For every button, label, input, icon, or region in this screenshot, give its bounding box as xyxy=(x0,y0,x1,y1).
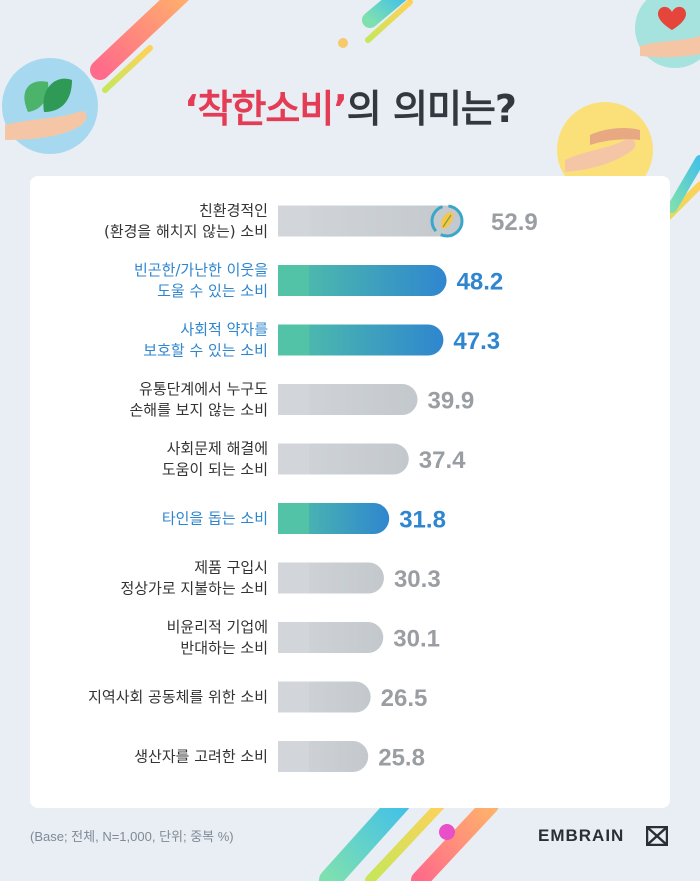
footer-note: (Base; 전체, N=1,000, 단위; 중복 %) xyxy=(30,829,234,844)
value-label: 39.9 xyxy=(428,388,475,415)
category-label: 유통단계에서 누구도 손해를 보지 않는 소비 xyxy=(129,380,268,419)
bar xyxy=(278,384,418,415)
brand-mark-icon xyxy=(646,826,668,846)
bar-left-edge xyxy=(278,503,309,534)
brand-logo-text: EMBRAIN xyxy=(538,826,625,845)
bar-left-edge xyxy=(278,622,309,653)
category-label: 생산자를 고려한 소비 xyxy=(134,748,268,766)
value-label: 30.1 xyxy=(393,626,440,653)
bar xyxy=(278,443,409,475)
title-rest: 의 의미는? xyxy=(346,87,517,131)
category-label: 타인을 돕는 소비 xyxy=(162,510,268,528)
value-label: 47.3 xyxy=(453,328,500,355)
value-label: 26.5 xyxy=(381,685,428,712)
category-label: 사회문제 해결에 도움이 되는 소비 xyxy=(162,440,268,479)
category-label: 제품 구입시 정상가로 지불하는 소비 xyxy=(120,559,268,598)
bar xyxy=(278,324,444,356)
value-label: 31.8 xyxy=(399,507,446,534)
category-label: 빈곤한/가난한 이웃을 도울 수 있는 소비 xyxy=(134,261,268,300)
category-label: 친환경적인 (환경을 해치지 않는) 소비 xyxy=(104,202,268,241)
recycle-leaf-icon xyxy=(430,204,464,238)
page-title: ‘착한소비’의 의미는? xyxy=(0,78,700,133)
title-highlight: 착한소비 xyxy=(197,87,335,131)
category-label: 비윤리적 기업에 반대하는 소비 xyxy=(167,618,268,657)
bar-left-edge xyxy=(278,681,309,713)
value-label: 48.2 xyxy=(457,269,504,296)
bar xyxy=(278,265,447,296)
value-label: 25.8 xyxy=(378,745,425,772)
bar-left-edge xyxy=(278,324,309,356)
category-label: 사회적 약자를 보호할 수 있는 소비 xyxy=(143,321,268,360)
category-label: 지역사회 공동체를 위한 소비 xyxy=(88,688,268,706)
bar-left-edge xyxy=(278,205,309,237)
bar-left-edge xyxy=(278,443,309,475)
chart-card: 친환경적인 (환경을 해치지 않는) 소비 52.9 빈곤한/가난한 이웃을 도울 수 … xyxy=(30,176,670,808)
title-open-quote: ‘ xyxy=(184,87,198,131)
value-label: 30.3 xyxy=(394,566,441,593)
value-label: 52.9 xyxy=(491,209,538,236)
bar-left-edge xyxy=(278,384,309,415)
bar xyxy=(278,205,463,237)
bar-left-edge xyxy=(278,741,309,772)
bar-left-edge xyxy=(278,265,309,296)
bar-left-edge xyxy=(278,562,309,594)
value-label: 37.4 xyxy=(419,447,466,474)
title-close-quote: ’ xyxy=(333,87,347,131)
bar-chart: 친환경적인 (환경을 해치지 않는) 소비 52.9 빈곤한/가난한 이웃을 도울 수 … xyxy=(88,202,538,772)
